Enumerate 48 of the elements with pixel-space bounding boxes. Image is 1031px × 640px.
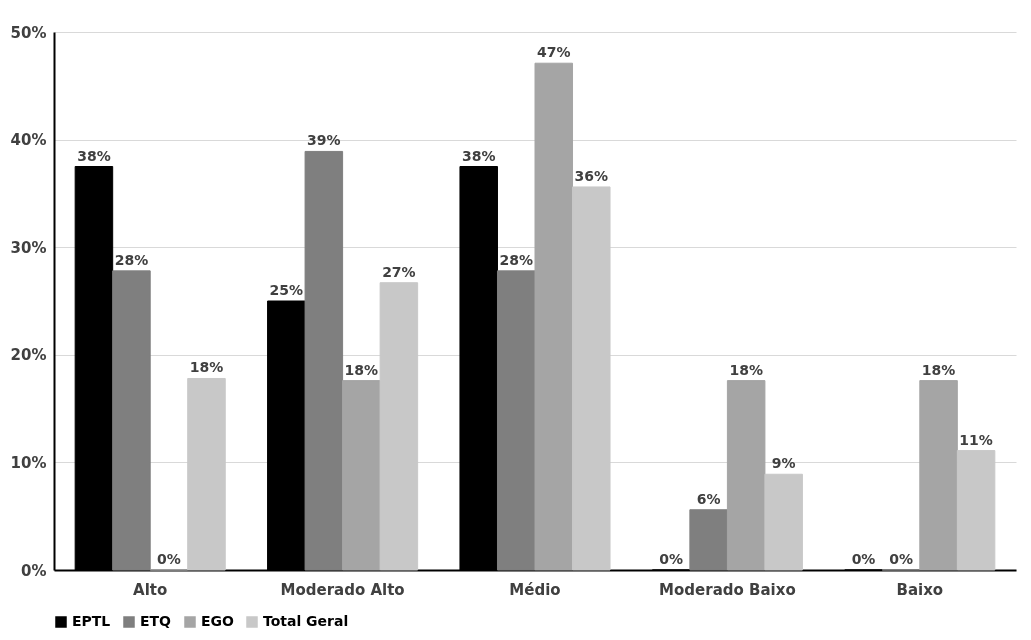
data-label: 0% (851, 551, 876, 567)
x-tick-label: Baixo (896, 580, 944, 599)
y-tick-label: 20% (10, 346, 47, 365)
data-label: 11% (959, 431, 993, 448)
bar (112, 270, 151, 571)
bar (187, 377, 226, 571)
bar (764, 473, 803, 571)
y-tick-label: 40% (10, 131, 47, 150)
bar (572, 186, 611, 571)
x-tick-label: Moderado Baixo (659, 580, 796, 599)
data-label: 36% (574, 167, 609, 184)
data-label: 18% (189, 359, 224, 376)
bar (304, 150, 344, 571)
bar (919, 380, 958, 571)
data-label: 27% (382, 263, 416, 280)
x-tick-label: Médio (509, 580, 561, 599)
legend-label: ETQ (140, 613, 172, 629)
bar (534, 62, 574, 571)
data-label: 25% (269, 282, 304, 298)
data-label: 0% (157, 551, 181, 567)
bar (342, 380, 381, 571)
legend-label: EPTL (72, 613, 111, 629)
data-label: 6% (696, 490, 721, 507)
y-tick-label: 10% (10, 453, 47, 472)
data-label: 9% (771, 455, 796, 472)
x-tick-label: Alto (133, 580, 168, 599)
data-label: 47% (537, 44, 571, 61)
bar (379, 282, 419, 571)
data-label: 38% (77, 147, 111, 164)
data-label: 28% (499, 251, 533, 268)
bar (496, 270, 536, 571)
bar (689, 509, 728, 571)
bar (726, 380, 766, 571)
bar (956, 450, 996, 571)
data-label: 39% (307, 132, 341, 149)
data-label: 18% (344, 361, 379, 378)
data-label: 0% (659, 551, 684, 567)
data-label: 38% (461, 147, 496, 164)
x-tick-label: Moderado Alto (280, 580, 405, 599)
y-tick-label: 50% (10, 23, 47, 42)
y-tick-label: 30% (10, 238, 47, 257)
legend-label: EGO (201, 613, 235, 629)
data-label: 18% (729, 361, 763, 378)
y-tick-label: 0% (21, 561, 47, 580)
data-label: 18% (921, 361, 956, 378)
data-label: 0% (889, 551, 913, 567)
data-label: 28% (114, 251, 149, 268)
legend-label: Total Geral (263, 613, 349, 629)
